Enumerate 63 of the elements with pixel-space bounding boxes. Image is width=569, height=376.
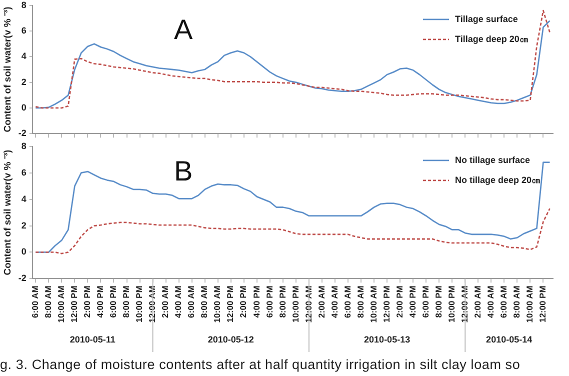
- x-tick-label: 2:00 PM: [238, 286, 248, 318]
- x-tick-label: 12:00 PM: [225, 286, 236, 323]
- y-tick-label: 8: [21, 0, 26, 10]
- x-tick-label: 8:00 AM: [199, 286, 210, 318]
- x-tick-label: 6:00 AM: [498, 286, 509, 318]
- x-tick-label: 2:00 AM: [316, 286, 326, 318]
- x-tick-label: 2:00 PM: [394, 286, 404, 318]
- y-tick-label: 4: [21, 194, 26, 204]
- text: 2010-05-12: [208, 334, 254, 344]
- text: g. 3. Change of moisture contents after at half quantity irrigation in silt clay loam so: [0, 357, 520, 372]
- y-tick-label: 2: [21, 220, 26, 230]
- x-tick-label: 4:00 AM: [173, 286, 184, 318]
- y-tick-label: 8: [21, 140, 26, 151]
- y-tick-label: -2: [18, 273, 26, 284]
- y-tick-label: 2: [21, 76, 26, 87]
- text: 2010-05-14: [486, 334, 532, 344]
- y-axis-title: Content of soil water(v % ⁻³): [2, 6, 14, 132]
- x-tick-label: 4:00 AM: [486, 286, 496, 318]
- x-tick-label: 4:00 PM: [251, 286, 262, 318]
- y-tick-label: 0: [21, 102, 26, 112]
- x-tick-label: 10:00 AM: [56, 286, 66, 323]
- x-tick-label: 4:00 AM: [329, 286, 340, 318]
- x-tick-label: 2:00 AM: [472, 286, 483, 318]
- x-tick-label: 12:00 PM: [381, 286, 392, 323]
- x-tick-label: 6:00 AM: [186, 286, 196, 318]
- x-tick-label: 10:00 PM: [290, 286, 300, 323]
- x-tick-label: 6:00 AM: [342, 286, 352, 318]
- y-tick-label: 6: [21, 167, 26, 178]
- line-series: [34, 208, 550, 254]
- x-tick-label: 8:00 PM: [433, 286, 444, 318]
- x-tick-label: 10:00 AM: [524, 286, 535, 323]
- x-tick-label: 12:00 PM: [69, 286, 80, 323]
- text: 2010-05-13: [364, 334, 410, 344]
- x-tick-label: 10:00 PM: [134, 286, 144, 323]
- x-tick-label: 8:00 AM: [512, 286, 522, 318]
- x-tick-label: 6:00 AM: [30, 286, 40, 318]
- y-tick-label: 4: [21, 51, 26, 62]
- x-tick-label: 8:00 PM: [121, 286, 132, 318]
- x-tick-label: 12:00 PM: [538, 286, 548, 323]
- x-tick-label: 8:00 PM: [277, 286, 288, 318]
- annotation: A: [174, 14, 194, 45]
- legend-label: Tillage surface: [455, 14, 518, 24]
- x-tick-label: 8:00 AM: [355, 286, 366, 318]
- text: 2010-05-11: [70, 334, 116, 344]
- x-tick-label: 10:00 AM: [212, 286, 222, 323]
- x-tick-label: 8:00 AM: [43, 286, 54, 318]
- annotation: B: [174, 156, 193, 187]
- y-tick-label: 0: [21, 246, 26, 257]
- y-tick-label: -2: [18, 128, 26, 138]
- x-tick-label: 2:00 AM: [160, 286, 170, 318]
- x-tick-label: 4:00 PM: [95, 286, 106, 318]
- x-tick-label: 6:00 PM: [108, 286, 118, 318]
- y-axis-title: Content of soil water(v % ⁻³): [2, 150, 14, 276]
- x-tick-label: 2:00 PM: [82, 286, 92, 318]
- x-tick-label: 10:00 AM: [368, 286, 378, 323]
- legend-label: Tillage deep 20㎝: [455, 34, 528, 44]
- legend-label: No tillage deep 20㎝: [455, 174, 541, 185]
- x-tick-label: 6:00 PM: [420, 286, 430, 318]
- x-tick-label: 10:00 PM: [446, 286, 456, 323]
- x-tick-label: 6:00 PM: [264, 286, 274, 318]
- x-tick-label: 4:00 PM: [407, 286, 418, 318]
- y-tick-label: 6: [21, 26, 26, 36]
- legend-label: No tillage surface: [455, 154, 530, 165]
